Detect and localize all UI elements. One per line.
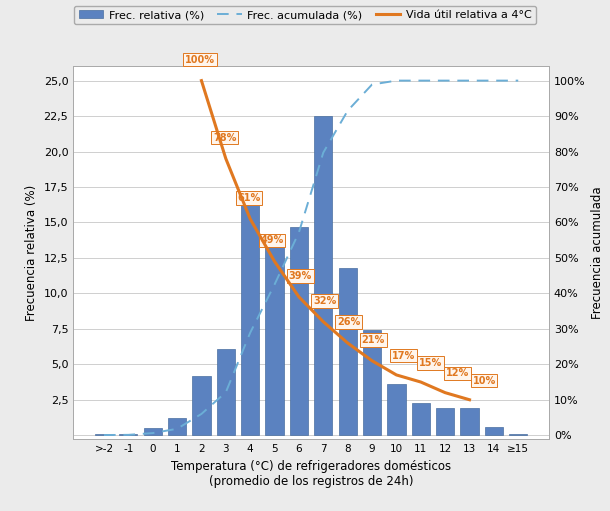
Bar: [95, 434, 113, 435]
Bar: [265, 242, 284, 435]
Text: 15%: 15%: [419, 358, 442, 368]
Bar: [509, 434, 528, 435]
Bar: [485, 427, 503, 435]
Text: 39%: 39%: [289, 271, 312, 281]
Text: 78%: 78%: [213, 133, 236, 143]
Bar: [217, 349, 235, 435]
Text: 61%: 61%: [237, 193, 260, 203]
Bar: [412, 403, 430, 435]
Text: 49%: 49%: [260, 236, 284, 245]
X-axis label: Temperatura (°C) de refrigeradores domésticos
(promedio de los registros de 24h): Temperatura (°C) de refrigeradores domés…: [171, 460, 451, 488]
Bar: [168, 418, 186, 435]
Text: 10%: 10%: [473, 376, 496, 386]
Y-axis label: Frecuencia acumulada: Frecuencia acumulada: [591, 187, 604, 319]
Bar: [241, 197, 259, 435]
Bar: [387, 384, 406, 435]
Text: 12%: 12%: [446, 368, 469, 379]
Legend: Frec. relativa (%), Frec. acumulada (%), Vida útil relativa a 4°C: Frec. relativa (%), Frec. acumulada (%),…: [74, 6, 536, 25]
Bar: [314, 116, 332, 435]
Text: 32%: 32%: [313, 296, 336, 306]
Bar: [119, 434, 137, 435]
Bar: [339, 268, 357, 435]
Bar: [436, 408, 454, 435]
Text: 100%: 100%: [185, 55, 215, 65]
Y-axis label: Frecuencia relativa (%): Frecuencia relativa (%): [25, 185, 38, 321]
Bar: [192, 376, 210, 435]
Bar: [290, 227, 308, 435]
Bar: [461, 408, 479, 435]
Text: 21%: 21%: [362, 335, 385, 345]
Bar: [143, 428, 162, 435]
Bar: [363, 330, 381, 435]
Text: 17%: 17%: [392, 351, 415, 361]
Text: 26%: 26%: [337, 317, 361, 327]
